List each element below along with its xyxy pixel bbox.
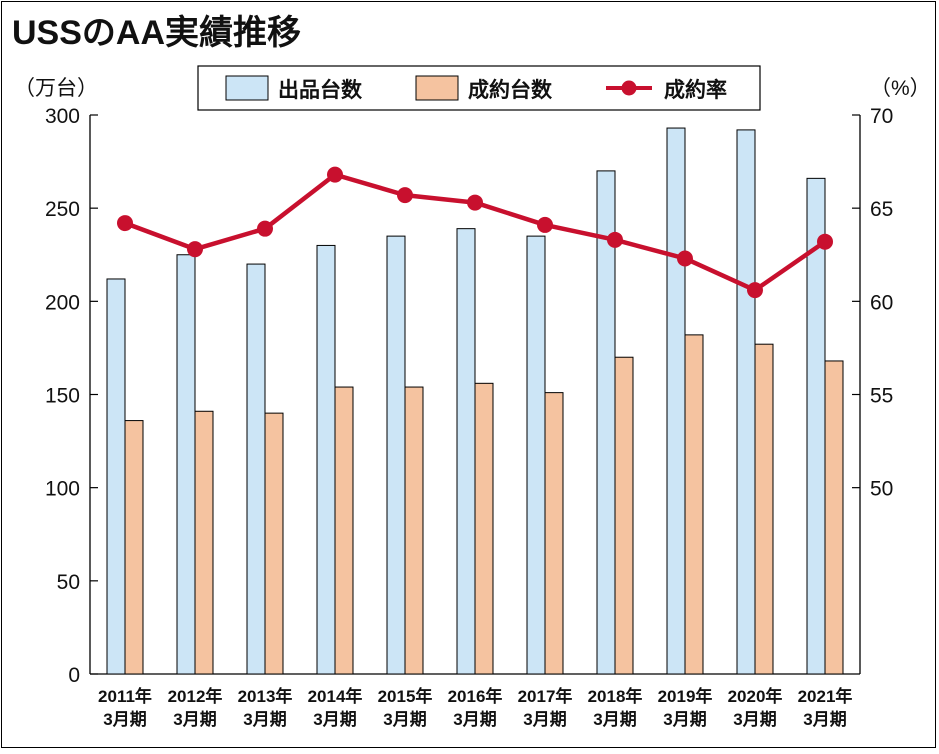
left-tick-label: 0 xyxy=(68,664,80,687)
bar-listings xyxy=(316,244,336,675)
bar-listings xyxy=(386,235,406,675)
point-rate xyxy=(187,241,203,258)
bar-contracts xyxy=(194,410,214,675)
right-tick-label: 60 xyxy=(870,291,893,314)
bar-contracts xyxy=(684,334,704,675)
bar-contracts xyxy=(264,412,284,675)
right-tick-label: 55 xyxy=(870,385,893,408)
x-tick-label-year: 2018年 xyxy=(588,686,643,706)
bar-contracts xyxy=(124,420,144,675)
point-rate xyxy=(327,166,343,183)
x-tick-label-year: 2011年 xyxy=(98,686,152,706)
bar-contracts xyxy=(334,386,354,675)
x-tick-label-year: 2013年 xyxy=(238,686,293,706)
right-tick-label: 50 xyxy=(870,478,893,501)
legend-label-listings: 出品台数 xyxy=(278,78,363,102)
x-tick-label-year: 2020年 xyxy=(728,686,783,706)
bar-listings xyxy=(666,127,686,675)
left-tick-label: 300 xyxy=(45,105,80,128)
x-tick-label-period: 3月期 xyxy=(733,710,776,729)
point-rate xyxy=(747,282,763,299)
point-rate xyxy=(397,187,413,204)
point-rate xyxy=(117,215,133,232)
x-tick-label-period: 3月期 xyxy=(593,710,636,729)
left-tick-label: 150 xyxy=(45,385,80,408)
bar-listings xyxy=(106,278,126,675)
point-rate xyxy=(817,233,833,250)
legend: 出品台数 成約台数 成約率 xyxy=(197,65,761,111)
chart-title: USSのAA実績推移 xyxy=(12,14,301,52)
left-axis-unit: （万台） xyxy=(14,77,98,100)
point-rate xyxy=(537,216,553,233)
bar-contracts xyxy=(474,382,494,675)
bar-contracts xyxy=(824,360,844,675)
legend-swatch-contracts xyxy=(415,75,459,101)
legend-label-contracts: 成約台数 xyxy=(468,78,553,102)
right-axis-unit: （%） xyxy=(870,77,931,100)
bar-listings xyxy=(176,254,196,675)
right-tick-label: 65 xyxy=(870,198,893,221)
bar-listings xyxy=(456,228,476,675)
bar-contracts xyxy=(404,386,424,675)
bar-listings xyxy=(736,129,756,675)
legend-swatch-listings xyxy=(225,75,269,101)
x-tick-label-period: 3月期 xyxy=(313,710,356,729)
plot-area: 0 50 100 150 200 250 300 50 55 60 65 70 2011年 3月期 2012… xyxy=(45,105,893,729)
bar-contracts xyxy=(614,356,634,675)
x-tick-label-period: 3月期 xyxy=(453,710,496,729)
point-rate xyxy=(257,220,273,237)
right-tick-label: 70 xyxy=(870,105,893,128)
point-rate xyxy=(677,250,693,267)
bar-listings xyxy=(526,235,546,675)
left-tick-label: 250 xyxy=(45,198,80,221)
bar-contracts xyxy=(544,392,564,675)
x-tick-label-period: 3月期 xyxy=(173,710,216,729)
x-tick-label-period: 3月期 xyxy=(803,710,846,729)
legend-label-rate: 成約率 xyxy=(664,78,727,102)
x-tick-label-year: 2019年 xyxy=(658,686,713,706)
x-tick-label-period: 3月期 xyxy=(243,710,286,729)
x-tick-label-period: 3月期 xyxy=(103,710,146,729)
left-tick-label: 200 xyxy=(45,291,80,314)
left-tick-label: 50 xyxy=(57,571,80,594)
left-tick-label: 100 xyxy=(45,478,80,501)
x-tick-label-year: 2014年 xyxy=(308,686,363,706)
bar-contracts xyxy=(754,343,774,675)
legend-box xyxy=(197,65,761,111)
x-tick-label-period: 3月期 xyxy=(383,710,426,729)
bar-listings xyxy=(246,263,266,675)
x-tick-label-year: 2012年 xyxy=(168,686,223,706)
x-tick-label-year: 2016年 xyxy=(448,686,503,706)
point-rate xyxy=(607,231,623,248)
x-tick-label-year: 2021年 xyxy=(798,686,853,706)
x-tick-label-period: 3月期 xyxy=(663,710,706,729)
x-tick-label-period: 3月期 xyxy=(523,710,566,729)
x-tick-label-year: 2015年 xyxy=(378,686,433,706)
legend-marker-rate xyxy=(621,80,637,96)
x-tick-label-year: 2017年 xyxy=(518,686,573,706)
point-rate xyxy=(467,194,483,211)
